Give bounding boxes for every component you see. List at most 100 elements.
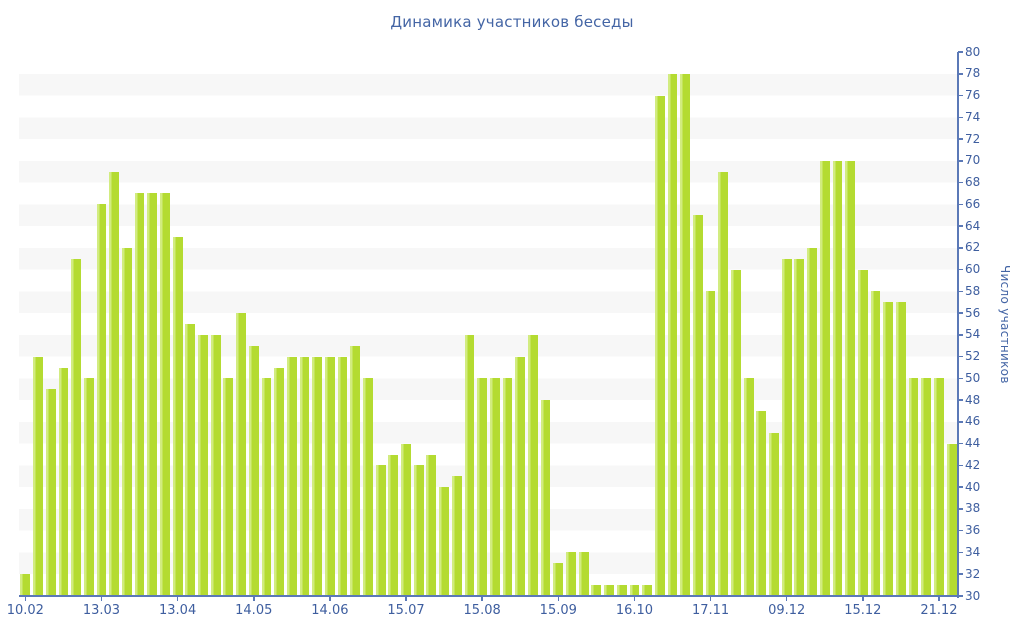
bar — [667, 73, 678, 596]
y-tick-label: 76 — [965, 88, 981, 103]
bar — [743, 378, 754, 596]
x-tick-mark — [100, 596, 103, 601]
bar — [845, 160, 856, 596]
bar — [502, 378, 513, 596]
bar — [274, 367, 285, 596]
bar — [895, 302, 906, 596]
bar — [185, 324, 196, 596]
x-tick-mark — [557, 596, 560, 601]
x-tick-mark — [405, 596, 407, 601]
y-tick-mark — [958, 160, 963, 162]
x-tick-mark — [938, 596, 940, 601]
y-tick-label: 70 — [965, 153, 981, 168]
bar — [426, 454, 437, 596]
x-tick-label: 15.12 — [844, 603, 882, 618]
bar — [946, 443, 957, 596]
bar — [33, 356, 43, 596]
bar — [109, 171, 120, 596]
bar — [515, 356, 526, 596]
bar — [934, 378, 944, 596]
bar — [160, 193, 170, 596]
bar — [261, 378, 272, 596]
bar — [337, 356, 348, 596]
bar — [921, 378, 932, 596]
bar — [286, 356, 297, 596]
bar — [566, 552, 576, 596]
bar — [375, 465, 386, 596]
x-tick-label: 10.02 — [6, 603, 44, 618]
bar — [198, 334, 208, 596]
bar — [96, 204, 107, 596]
x-tick-mark — [709, 596, 712, 601]
y-tick-mark — [958, 334, 963, 336]
y-axis-title: Число участников — [998, 264, 1012, 384]
y-tick-mark — [958, 225, 963, 227]
bar — [781, 258, 792, 596]
y-tick-label: 80 — [965, 44, 981, 59]
bar — [312, 356, 323, 596]
y-tick-label: 48 — [965, 392, 981, 407]
bar — [223, 378, 234, 596]
bar — [299, 356, 310, 596]
bar — [363, 378, 373, 596]
y-tick-mark — [958, 138, 963, 140]
y-tick-label: 46 — [965, 414, 981, 429]
x-tick-label: 09.12 — [768, 603, 806, 618]
x-tick-label: 14.05 — [235, 603, 273, 618]
bar — [629, 585, 640, 596]
y-tick-mark — [958, 442, 963, 445]
y-tick-mark — [958, 399, 963, 401]
y-tick-label: 78 — [965, 66, 981, 81]
x-tick-label: 17.11 — [691, 603, 730, 618]
y-tick-mark — [958, 529, 963, 532]
bar — [769, 432, 779, 596]
x-tick-mark — [253, 596, 255, 601]
y-tick-label: 44 — [965, 436, 981, 451]
y-tick-label: 36 — [965, 523, 981, 538]
bar — [451, 476, 462, 596]
bar — [147, 193, 158, 596]
bar — [908, 378, 919, 596]
bar — [236, 313, 246, 596]
bar — [832, 160, 843, 596]
y-tick-label: 52 — [965, 349, 981, 364]
y-tick-mark — [958, 116, 963, 119]
y-tick-mark — [958, 312, 963, 314]
y-tick-mark — [958, 73, 963, 75]
y-tick-mark — [958, 94, 963, 97]
y-tick-label: 56 — [965, 305, 981, 320]
x-tick-mark — [24, 596, 27, 601]
y-tick-mark — [958, 181, 963, 184]
y-tick-label: 74 — [965, 109, 981, 124]
x-tick-label: 14.06 — [311, 603, 349, 618]
bar — [883, 302, 894, 596]
bar — [870, 291, 881, 596]
bar — [439, 487, 449, 596]
y-tick-mark — [958, 203, 963, 206]
bar — [718, 171, 729, 596]
y-tick-label: 64 — [965, 218, 981, 233]
bar — [210, 334, 221, 596]
x-tick-label: 13.03 — [82, 603, 121, 618]
x-tick-mark — [329, 596, 331, 601]
y-tick-mark — [958, 290, 963, 293]
y-tick-label: 50 — [965, 370, 981, 385]
bar — [248, 345, 259, 596]
y-tick-label: 30 — [965, 588, 981, 603]
y-tick-mark — [958, 464, 963, 467]
y-tick-mark — [958, 51, 963, 53]
y-tick-mark — [958, 268, 963, 271]
bar — [489, 378, 500, 596]
y-tick-label: 42 — [965, 457, 981, 472]
y-tick-label: 60 — [965, 262, 981, 277]
plot-area — [19, 52, 958, 596]
x-tick-mark — [785, 596, 788, 601]
bar — [45, 389, 56, 596]
y-tick-mark — [958, 551, 963, 554]
bar — [350, 345, 361, 596]
bar — [731, 269, 741, 596]
bar — [756, 411, 767, 596]
bar — [413, 465, 424, 596]
bar — [553, 563, 564, 596]
bar — [477, 378, 488, 596]
